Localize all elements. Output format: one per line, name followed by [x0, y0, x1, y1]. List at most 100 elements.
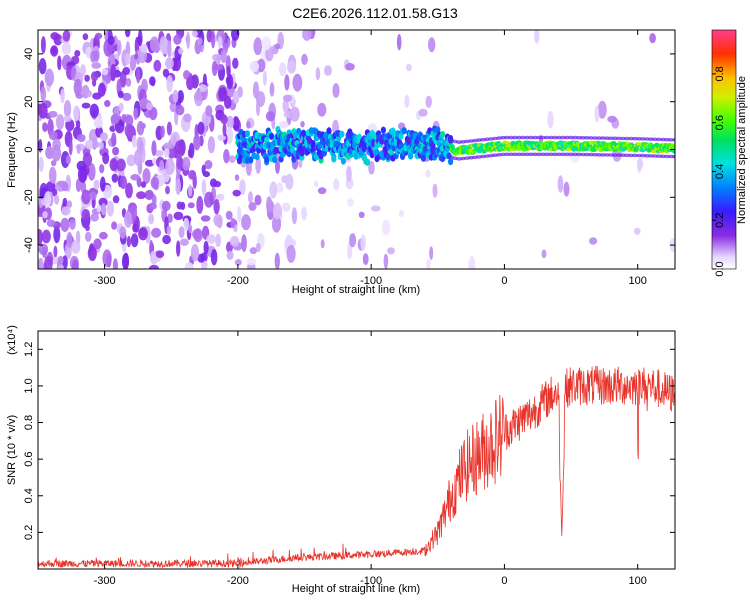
heatmap-cell: [215, 233, 222, 247]
heatmap-cell: [404, 94, 410, 108]
heatmap-cell: [60, 217, 70, 232]
heatmap-cell: [254, 153, 260, 161]
snr-line: [38, 365, 675, 569]
heatmap-cell: [349, 233, 357, 248]
heatmap-cell: [89, 103, 100, 119]
heatmap-cell: [287, 60, 297, 74]
heatmap-cell: [165, 57, 174, 70]
heatmap-cell: [176, 201, 183, 210]
heatmap-cell: [204, 160, 213, 170]
heatmap-cell: [183, 70, 191, 80]
heatmap-cell: [93, 238, 102, 250]
y-tick-label: 20: [23, 96, 35, 108]
heatmap-cell: [111, 221, 118, 230]
heatmap-x-axis-label: Height of straight line (km): [292, 284, 420, 296]
heatmap-cell: [281, 175, 288, 184]
y-tick-label: 0.8: [23, 415, 35, 430]
heatmap-cell: [332, 83, 340, 98]
heatmap-cell: [201, 179, 207, 196]
heatmap-cell: [241, 214, 251, 231]
heatmap-cell: [84, 231, 92, 242]
heatmap-cell: [396, 34, 402, 51]
heatmap-cell: [226, 115, 235, 129]
heatmap-cell: [672, 138, 675, 142]
heatmap-cell: [368, 161, 375, 175]
heatmap-cell: [118, 102, 124, 112]
y-tick-label: 0.6: [23, 452, 35, 467]
snr-background: [38, 331, 675, 569]
heatmap-cell: [286, 244, 296, 263]
x-tick-label: 0: [501, 575, 507, 587]
heatmap-cell: [129, 54, 137, 71]
heatmap-cell: [110, 113, 120, 125]
heatmap-cell: [261, 36, 272, 51]
heatmap-cell: [205, 105, 213, 117]
heatmap-cell: [345, 63, 355, 71]
heatmap-cell: [179, 238, 189, 246]
heatmap-cell: [188, 184, 193, 197]
heatmap-cell: [48, 130, 58, 141]
heatmap-cell: [284, 74, 290, 91]
y-tick-label: 0.4: [23, 488, 35, 503]
heatmap-cell: [54, 194, 60, 205]
heatmap-cell: [671, 144, 675, 150]
heatmap-cell: [226, 250, 234, 260]
heatmap-cell: [226, 126, 234, 144]
heatmap-cell: [299, 149, 305, 157]
colorbar-tick-label: 0.8: [714, 66, 726, 81]
heatmap-cell: [38, 156, 44, 172]
heatmap-cell: [255, 242, 261, 253]
heatmap-cell: [89, 191, 97, 201]
heatmap-cell: [77, 134, 86, 142]
heatmap-cell: [125, 77, 132, 87]
heatmap-cell: [175, 104, 185, 116]
heatmap-cell: [123, 252, 129, 269]
heatmap-cell: [291, 207, 298, 225]
heatmap-cell: [196, 195, 204, 214]
heatmap-cell: [63, 100, 72, 118]
colorbar-tick-label: 0.6: [714, 115, 726, 130]
heatmap-cell: [199, 84, 207, 92]
heatmap-cell: [320, 239, 325, 249]
heatmap-cell: [119, 226, 127, 239]
heatmap-cell: [146, 102, 153, 111]
heatmap-cell: [317, 102, 327, 117]
heatmap-cell: [38, 257, 44, 269]
heatmap-cell: [87, 163, 96, 181]
heatmap-cell: [44, 68, 55, 87]
heatmap-cell: [634, 227, 641, 235]
heatmap-cell: [226, 73, 234, 90]
heatmap-cell: [76, 160, 87, 171]
heatmap-cell: [213, 180, 222, 188]
colorbar-ticks: 0.0 0.2 0.4 0.6 0.8: [712, 66, 726, 277]
heatmap-y-ticks: -40 -20 0 20 40: [23, 48, 675, 253]
heatmap-cell: [210, 249, 218, 266]
heatmap-cell: [425, 95, 433, 108]
heatmap-cell: [401, 127, 407, 135]
heatmap-cell: [420, 154, 426, 162]
heatmap-cell: [193, 228, 203, 243]
heatmap-cell: [126, 154, 136, 167]
heatmap-cell: [265, 111, 276, 122]
heatmap-cell: [38, 103, 48, 119]
heatmap-cell: [234, 259, 242, 266]
y-tick-label: 1.0: [23, 378, 35, 393]
heatmap-cell: [107, 35, 115, 46]
heatmap-cell: [50, 32, 60, 40]
heatmap-cell: [215, 193, 225, 201]
heatmap-cell: [60, 88, 65, 104]
x-tick-label: -100: [360, 275, 382, 287]
heatmap-cell: [406, 63, 412, 72]
heatmap-cell: [86, 90, 92, 98]
heatmap-cell: [73, 105, 80, 122]
heatmap-cell: [231, 30, 240, 41]
heatmap-cell: [230, 217, 236, 229]
heatmap-cell: [387, 247, 395, 255]
heatmap-cell: [362, 253, 369, 265]
heatmap-cell: [244, 130, 251, 138]
heatmap-cell: [225, 84, 235, 98]
heatmap-cell: [217, 134, 226, 141]
heatmap-cell: [213, 214, 223, 227]
heatmap-cell: [51, 144, 62, 162]
heatmap-cell: [136, 136, 144, 154]
